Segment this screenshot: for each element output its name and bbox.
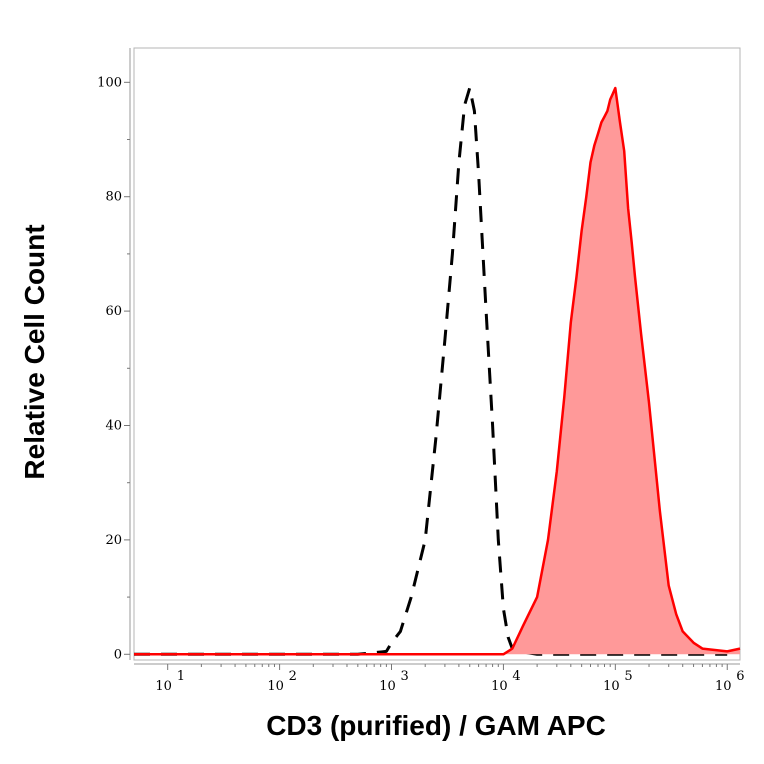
y-tick-label: 100 (97, 75, 122, 90)
x-tick-exponent: 5 (624, 669, 632, 684)
y-tick-label: 40 (105, 418, 122, 433)
x-tick-exponent: 1 (177, 669, 185, 684)
x-tick-label: 10 (715, 679, 732, 694)
x-tick-label: 10 (603, 679, 620, 694)
x-tick-exponent: 3 (401, 669, 409, 684)
x-tick-label: 10 (379, 679, 396, 694)
x-tick-exponent: 4 (512, 669, 520, 684)
axes-layer: 0 20 40 60 80 100 10 1 10 2 10 3 10 4 10 5 10 6 (97, 48, 745, 694)
y-tick-label: 60 (105, 304, 122, 319)
x-tick-label: 10 (267, 679, 284, 694)
series-layer (134, 86, 741, 656)
y-tick-label: 20 (105, 533, 122, 548)
x-tick-exponent: 6 (736, 669, 744, 684)
x-tick-label: 10 (491, 679, 508, 694)
series-line-1 (134, 86, 741, 656)
x-tick-exponent: 2 (289, 669, 297, 684)
x-tick-label: 10 (155, 679, 172, 694)
y-tick-label: 80 (105, 190, 122, 205)
y-axis-title: Relative Cell Count (19, 224, 50, 479)
x-axis-title: CD3 (purified) / GAM APC (266, 710, 606, 741)
y-tick-label: 0 (114, 647, 122, 662)
series-area-1 (134, 88, 740, 655)
